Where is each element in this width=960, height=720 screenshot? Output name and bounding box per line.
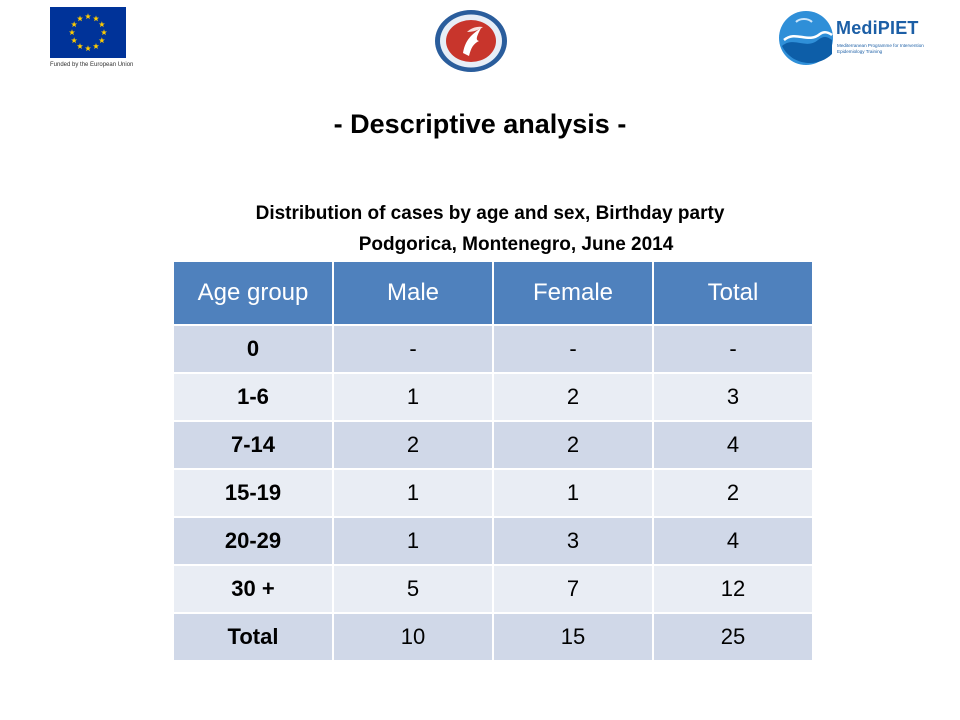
table-row: 20-29 1 3 4	[172, 516, 814, 566]
male-cell: 5	[332, 564, 494, 614]
eu-star-icon	[76, 43, 84, 49]
table-row: 7-14 2 2 4	[172, 420, 814, 470]
age-group-cell: 1-6	[172, 372, 334, 422]
male-cell: 2	[332, 420, 494, 470]
total-cell: 4	[652, 420, 814, 470]
table-caption-line2: Podgorica, Montenegro, June 2014	[358, 234, 674, 255]
medipiet-tagline: Mediterranean Programme for Intervention…	[837, 43, 924, 54]
table-row: 30 + 5 7 12	[172, 564, 814, 614]
female-cell: 2	[492, 372, 654, 422]
table-row: 1-6 1 2 3	[172, 372, 814, 422]
eu-star-icon	[92, 43, 100, 49]
male-cell: 10	[332, 612, 494, 662]
eu-star-icon	[71, 37, 78, 44]
female-cell: 15	[492, 612, 654, 662]
eu-flag-logo	[50, 7, 126, 58]
age-sex-distribution-table: Age group Male Female Total 0 - - - 1-6 …	[172, 260, 814, 662]
age-group-cell: 7-14	[172, 420, 334, 470]
total-cell: 3	[652, 372, 814, 422]
eu-star-icon	[76, 15, 84, 22]
male-cell: -	[332, 324, 494, 374]
total-cell: 25	[652, 612, 814, 662]
eu-star-icon	[84, 13, 92, 20]
eu-star-icon	[98, 37, 105, 44]
age-group-cell: 15-19	[172, 468, 334, 518]
eu-star-icon	[92, 15, 100, 22]
header-total: Total	[652, 260, 814, 326]
header-age-group: Age group	[172, 260, 334, 326]
total-cell: 4	[652, 516, 814, 566]
slide-title: - Descriptive analysis -	[333, 109, 627, 139]
total-cell: 2	[652, 468, 814, 518]
female-cell: 7	[492, 564, 654, 614]
header-female: Female	[492, 260, 654, 326]
eu-star-icon	[68, 29, 76, 36]
table-header-row: Age group Male Female Total	[172, 260, 814, 326]
eu-star-icon	[71, 21, 78, 28]
medipiet-name: MediPIET	[836, 18, 919, 38]
age-group-cell: Total	[172, 612, 334, 662]
male-cell: 1	[332, 372, 494, 422]
eu-star-icon	[100, 29, 108, 36]
male-cell: 1	[332, 516, 494, 566]
table-row: 15-19 1 1 2	[172, 468, 814, 518]
table-row: 0 - - -	[172, 324, 814, 374]
female-cell: 1	[492, 468, 654, 518]
medipiet-logo	[779, 11, 833, 65]
table-caption: Distribution of cases by age and sex, Bi…	[190, 198, 790, 260]
total-cell: 12	[652, 564, 814, 614]
male-cell: 1	[332, 468, 494, 518]
total-cell: -	[652, 324, 814, 374]
header-male: Male	[332, 260, 494, 326]
age-group-cell: 30 +	[172, 564, 334, 614]
female-cell: 3	[492, 516, 654, 566]
table-total-row: Total 10 15 25	[172, 612, 814, 662]
institute-seal-logo	[435, 10, 507, 72]
female-cell: -	[492, 324, 654, 374]
eu-star-icon	[98, 21, 105, 28]
eu-star-icon	[84, 45, 92, 52]
eu-funding-caption: Funded by the European Union	[50, 62, 134, 68]
age-group-cell: 0	[172, 324, 334, 374]
female-cell: 2	[492, 420, 654, 470]
age-group-cell: 20-29	[172, 516, 334, 566]
table-caption-line1: Distribution of cases by age and sex, Bi…	[255, 203, 725, 224]
